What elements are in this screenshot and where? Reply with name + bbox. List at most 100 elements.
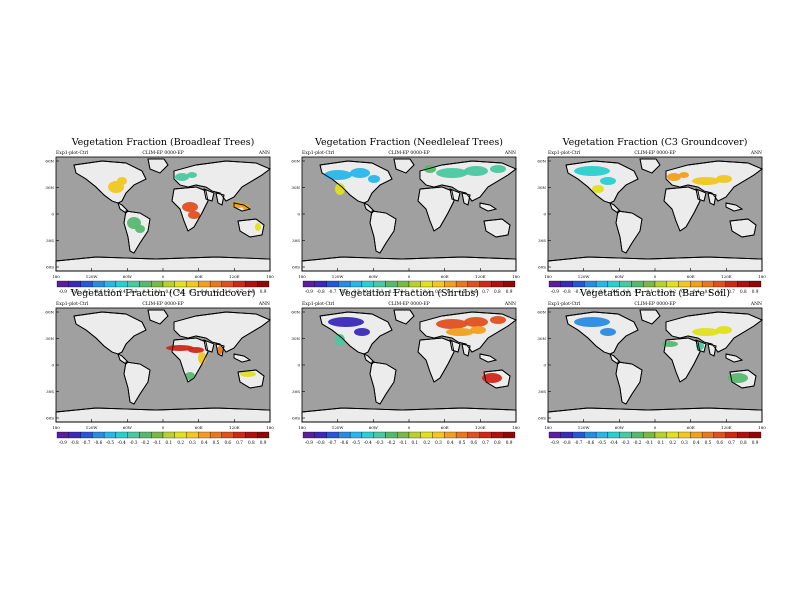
colorbar-label: 0.2 bbox=[669, 289, 676, 294]
colorbar-label: -0.4 bbox=[364, 289, 372, 294]
colorbar-swatch bbox=[713, 431, 726, 439]
colorbar-swatch bbox=[80, 280, 93, 288]
colorbar-label: -0.7 bbox=[82, 289, 90, 294]
colorbar-label: -0.9 bbox=[305, 289, 313, 294]
colorbar-label: -0.2 bbox=[633, 440, 641, 445]
colorbar-label: 0.8 bbox=[494, 289, 501, 294]
colorbar-label: -0.3 bbox=[622, 289, 630, 294]
colorbar-label: -0.8 bbox=[317, 440, 325, 445]
colorbar-label: -0.1 bbox=[153, 440, 161, 445]
colorbar-label: -0.9 bbox=[59, 289, 67, 294]
case-label: Exp1-plot-Ctrl bbox=[56, 301, 89, 307]
colorbar-swatch bbox=[198, 431, 211, 439]
colorbar-swatch bbox=[221, 280, 234, 288]
lon-tick-label: 60W bbox=[369, 274, 379, 279]
colorbar-label: 0.4 bbox=[693, 440, 700, 445]
colorbar-swatch bbox=[361, 431, 374, 439]
lon-tick-label: 60W bbox=[615, 425, 625, 430]
lat-tick-label: 30N bbox=[45, 336, 54, 341]
data-cell-siberia bbox=[464, 166, 488, 176]
data-cell-canada bbox=[574, 317, 610, 327]
lat-tick-label: 60S bbox=[538, 265, 546, 270]
colorbar: -0.9 -0.8 -0.7 -0.6 -0.5 -0.4 -0.3 -0.2 -0.1 0.1 0… bbox=[548, 431, 762, 445]
case-label: Exp1-plot-Ctrl bbox=[56, 150, 89, 156]
colorbar-swatch bbox=[713, 280, 726, 288]
lat-tick-label: 60S bbox=[292, 416, 300, 421]
lon-tick-label: 120W bbox=[86, 274, 99, 279]
lon-tick-label: 120E bbox=[229, 425, 240, 430]
colorbar-label: 0.3 bbox=[189, 440, 196, 445]
colorbar-swatch bbox=[127, 280, 140, 288]
colorbar-label: 0.5 bbox=[459, 289, 466, 294]
colorbar-label: -0.8 bbox=[71, 440, 79, 445]
data-cell-siberia bbox=[436, 168, 468, 178]
lat-tick-label: 30S bbox=[538, 238, 546, 243]
panel-title: Vegetation Fraction (Shrubs) bbox=[338, 288, 479, 299]
colorbar-label: -0.2 bbox=[387, 440, 395, 445]
lon-tick-label: 0 bbox=[162, 274, 165, 279]
colorbar-swatch bbox=[233, 431, 246, 439]
colorbar-label: 0.2 bbox=[669, 440, 676, 445]
panel-title: Vegetation Fraction (Bare Soil) bbox=[579, 288, 730, 299]
colorbar-swatch bbox=[233, 280, 246, 288]
data-cell-siberia bbox=[490, 316, 506, 324]
colorbar-swatch bbox=[221, 431, 234, 439]
lon-tick-label: 0 bbox=[654, 425, 657, 430]
colorbar-label: -0.9 bbox=[305, 440, 313, 445]
colorbar-label: 0.8 bbox=[248, 440, 255, 445]
colorbar-swatch bbox=[151, 280, 164, 288]
colorbar-swatch bbox=[397, 280, 410, 288]
colorbar-label: -0.2 bbox=[633, 289, 641, 294]
season-label: ANN bbox=[504, 301, 516, 307]
colorbar-swatch bbox=[257, 431, 270, 439]
colorbar-label: 0.4 bbox=[201, 289, 208, 294]
colorbar-swatch bbox=[373, 280, 386, 288]
colorbar-swatch bbox=[408, 280, 421, 288]
colorbar-swatch bbox=[92, 280, 105, 288]
lat-tick-label: 0 bbox=[297, 363, 300, 368]
lat-tick-label: 30N bbox=[537, 336, 546, 341]
lon-tick-label: 180 bbox=[298, 425, 306, 430]
colorbar-label: 0.1 bbox=[658, 289, 665, 294]
colorbar-label: 0.8 bbox=[740, 289, 747, 294]
data-cell-western-us bbox=[335, 334, 345, 346]
colorbar-swatch bbox=[467, 280, 480, 288]
colorbar-swatch bbox=[467, 431, 480, 439]
colorbar-swatch bbox=[595, 431, 609, 439]
lat-tick-label: 30S bbox=[46, 389, 54, 394]
colorbar-swatch bbox=[737, 280, 750, 288]
colorbar-swatch bbox=[619, 280, 632, 288]
data-cell-central-asia bbox=[446, 328, 474, 336]
colorbar-swatch bbox=[245, 431, 258, 439]
colorbar-swatch bbox=[548, 280, 561, 288]
colorbar-swatch bbox=[455, 280, 469, 288]
colorbar-swatch bbox=[654, 280, 667, 288]
colorbar-label: 0.5 bbox=[705, 289, 712, 294]
lon-tick-label: 120W bbox=[86, 425, 99, 430]
colorbar-swatch bbox=[479, 280, 492, 288]
colorbar-label: -0.7 bbox=[328, 289, 336, 294]
colorbar-label: 0.6 bbox=[470, 289, 477, 294]
colorbar-label: -0.4 bbox=[364, 440, 372, 445]
colorbar-swatch bbox=[690, 431, 703, 439]
data-cell-siberia bbox=[436, 319, 468, 329]
colorbar-swatch bbox=[385, 280, 398, 288]
colorbar-label: -0.9 bbox=[551, 289, 559, 294]
lat-tick-label: 30N bbox=[291, 185, 300, 190]
colorbar-swatch bbox=[103, 280, 117, 288]
data-cell-central-asia bbox=[692, 328, 720, 336]
colorbar-swatch bbox=[572, 431, 585, 439]
panel-subtitle: CLIM-EP 0000-EP bbox=[634, 150, 675, 156]
colorbar-label: 0.7 bbox=[236, 289, 243, 294]
colorbar-label: -0.8 bbox=[563, 440, 571, 445]
colorbar-swatch bbox=[678, 431, 691, 439]
data-cell-australia bbox=[482, 373, 502, 383]
lat-tick-label: 30N bbox=[45, 185, 54, 190]
lat-tick-label: 60S bbox=[538, 416, 546, 421]
colorbar-swatch bbox=[737, 431, 750, 439]
case-label: Exp1-plot-Ctrl bbox=[548, 150, 581, 156]
data-cell-canada bbox=[328, 317, 364, 327]
colorbar-swatch bbox=[584, 280, 597, 288]
colorbar-swatch bbox=[491, 280, 504, 288]
